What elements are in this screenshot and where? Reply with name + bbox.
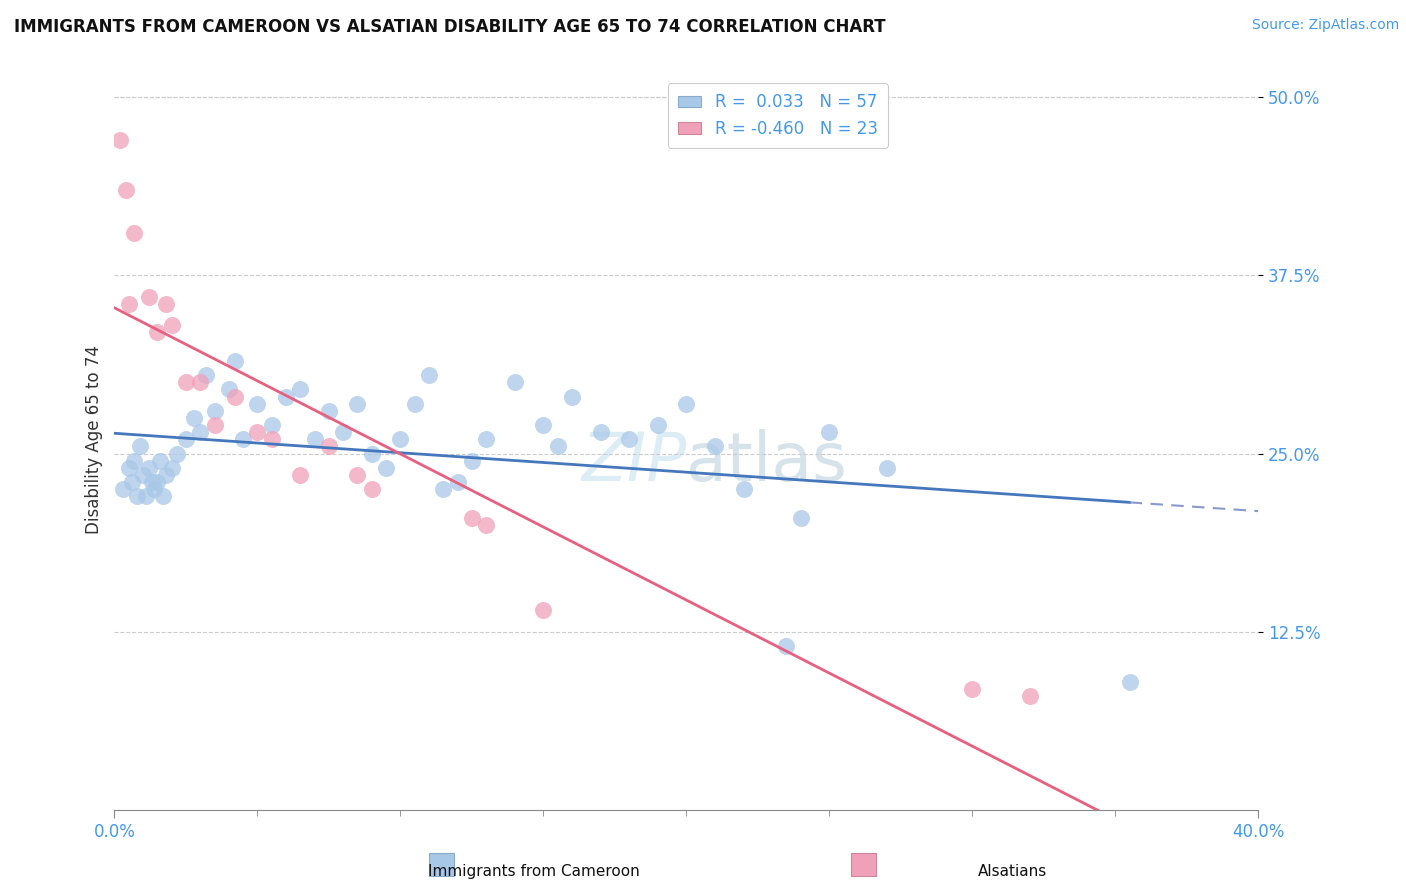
Point xyxy=(124,226,146,240)
Point xyxy=(224,354,246,368)
Point xyxy=(962,681,984,696)
Point xyxy=(360,447,382,461)
Point xyxy=(446,475,468,489)
Point xyxy=(246,425,269,440)
Point xyxy=(194,368,217,383)
Point xyxy=(160,460,183,475)
Bar xyxy=(851,854,876,876)
Point xyxy=(589,425,612,440)
Point xyxy=(183,411,205,425)
Point xyxy=(146,475,169,489)
Point xyxy=(290,383,312,397)
Point xyxy=(127,489,149,503)
Point xyxy=(375,460,398,475)
Point xyxy=(304,433,326,447)
Text: Immigrants from Cameroon: Immigrants from Cameroon xyxy=(429,863,640,879)
Point xyxy=(224,390,246,404)
Point xyxy=(475,433,498,447)
Point xyxy=(790,510,813,524)
Point xyxy=(121,475,143,489)
Point xyxy=(118,297,141,311)
Text: atlas: atlas xyxy=(686,428,848,494)
Point xyxy=(1118,674,1140,689)
Point xyxy=(733,482,755,496)
Point xyxy=(318,404,340,418)
Point xyxy=(132,467,155,482)
Point xyxy=(146,326,169,340)
Point xyxy=(704,440,727,454)
Point xyxy=(432,482,454,496)
Point xyxy=(1018,689,1040,703)
Point xyxy=(155,467,177,482)
Point xyxy=(138,460,160,475)
Point xyxy=(360,482,382,496)
Point xyxy=(138,290,160,304)
Point xyxy=(775,639,797,653)
Point xyxy=(475,517,498,532)
Point xyxy=(675,397,697,411)
Point xyxy=(647,418,669,433)
Legend: R =  0.033   N = 57, R = -0.460   N = 23: R = 0.033 N = 57, R = -0.460 N = 23 xyxy=(668,83,887,148)
Point xyxy=(174,376,197,390)
Point xyxy=(617,433,640,447)
Point xyxy=(531,418,554,433)
Point xyxy=(246,397,269,411)
Text: IMMIGRANTS FROM CAMEROON VS ALSATIAN DISABILITY AGE 65 TO 74 CORRELATION CHART: IMMIGRANTS FROM CAMEROON VS ALSATIAN DIS… xyxy=(14,18,886,36)
Point xyxy=(389,433,412,447)
Point xyxy=(404,397,426,411)
Point xyxy=(531,603,554,617)
Point xyxy=(346,467,368,482)
Point xyxy=(124,453,146,467)
Point xyxy=(152,489,174,503)
Point xyxy=(461,510,484,524)
Point xyxy=(115,183,138,197)
Text: ZIP: ZIP xyxy=(581,428,686,494)
Point xyxy=(149,453,172,467)
Point xyxy=(111,482,134,496)
Point xyxy=(418,368,440,383)
Point xyxy=(346,397,368,411)
Y-axis label: Disability Age 65 to 74: Disability Age 65 to 74 xyxy=(86,345,103,533)
Point xyxy=(108,133,131,147)
Point xyxy=(174,433,197,447)
Point xyxy=(818,425,841,440)
Point xyxy=(188,376,211,390)
Point xyxy=(204,418,226,433)
Point xyxy=(155,297,177,311)
Text: Alsatians: Alsatians xyxy=(977,863,1047,879)
Point xyxy=(160,318,183,333)
Point xyxy=(232,433,254,447)
Point xyxy=(260,433,283,447)
Point xyxy=(166,447,188,461)
Text: Source: ZipAtlas.com: Source: ZipAtlas.com xyxy=(1251,18,1399,32)
Point xyxy=(547,440,569,454)
Point xyxy=(461,453,484,467)
Point xyxy=(141,475,163,489)
Point xyxy=(218,383,240,397)
Point xyxy=(290,467,312,482)
Point xyxy=(503,376,526,390)
Point xyxy=(135,489,157,503)
Point xyxy=(118,460,141,475)
Point xyxy=(561,390,583,404)
Point xyxy=(318,440,340,454)
Bar xyxy=(429,854,454,876)
Point xyxy=(188,425,211,440)
Point xyxy=(876,460,898,475)
Point xyxy=(274,390,297,404)
Point xyxy=(260,418,283,433)
Point xyxy=(204,404,226,418)
Point xyxy=(332,425,354,440)
Point xyxy=(129,440,152,454)
Point xyxy=(143,482,166,496)
